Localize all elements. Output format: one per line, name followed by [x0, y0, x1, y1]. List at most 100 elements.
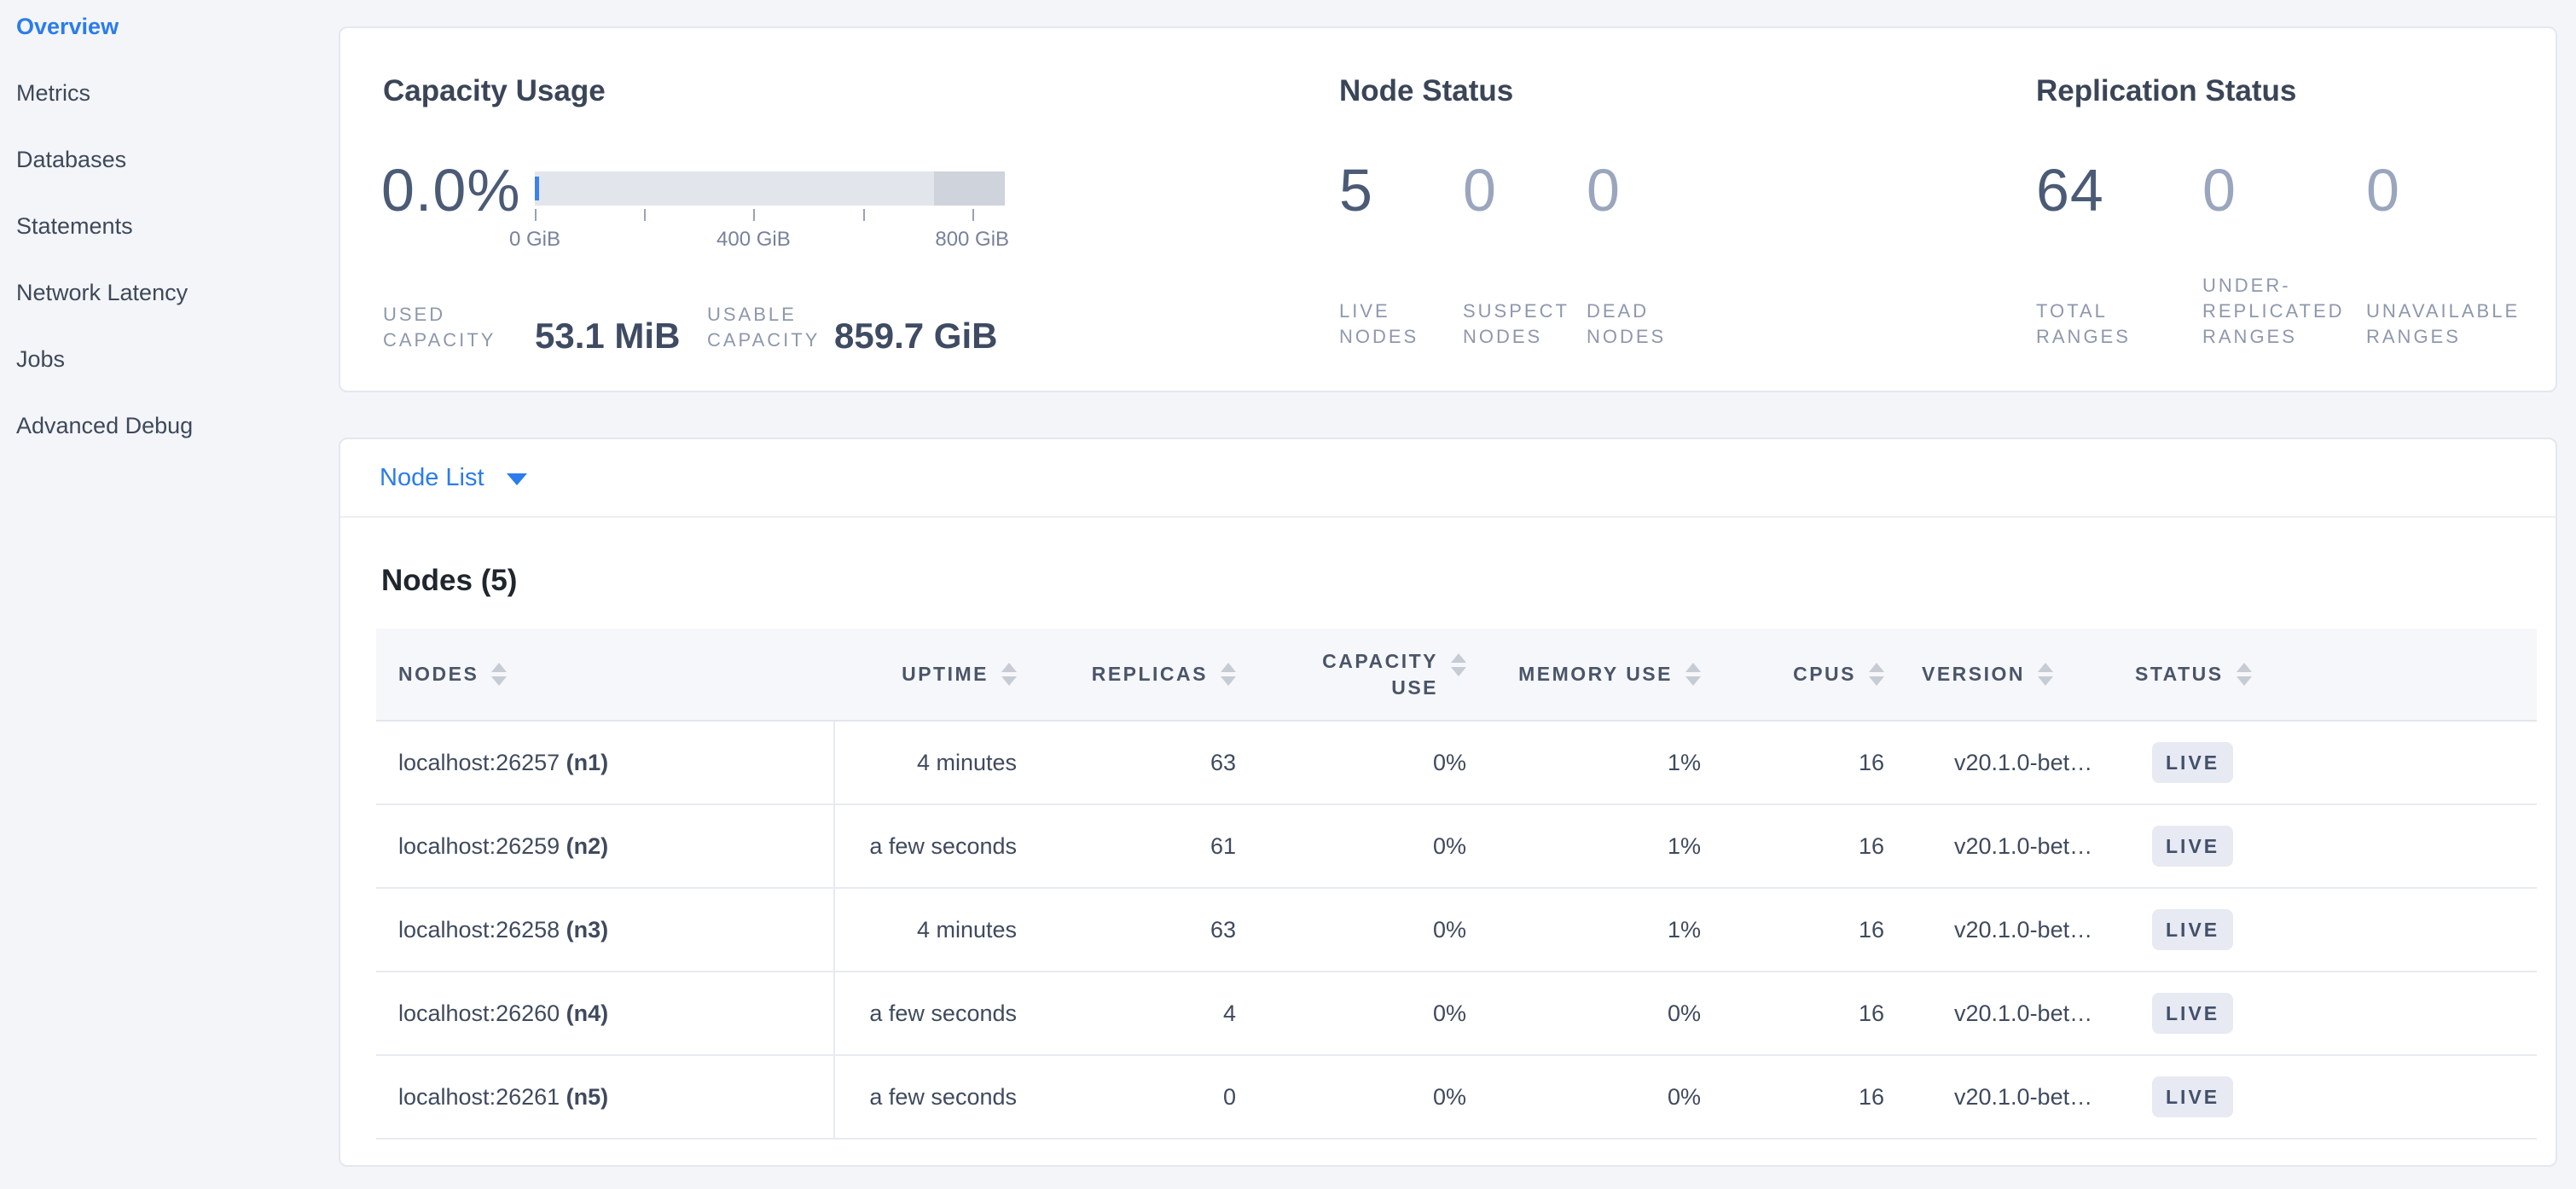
sidebar: Overview Metrics Databases Statements Ne… — [0, 0, 339, 1189]
status-cell: LIVE — [2113, 972, 2537, 1056]
table-row: localhost:26261 (n5) a few seconds 0 0% 0% 16… — [376, 1055, 2537, 1140]
gauge-tick — [862, 209, 865, 221]
sidebar-item-statements[interactable]: Statements — [16, 213, 133, 239]
replication-status-title: Replication Status — [2036, 74, 2297, 107]
nodes-card: Node List Nodes (5) NODES UPTIME REPLICAS C… — [339, 438, 2557, 1167]
nodes-table-body: localhost:26257 (n1) 4 minutes 63 0% 1% 16 v20… — [376, 721, 2537, 1140]
live-nodes-count: 5 — [1339, 157, 1373, 223]
node-status-title: Node Status — [1339, 74, 1514, 107]
sort-arrows-icon[interactable] — [1685, 663, 1701, 686]
capacity-use-cell: 0% — [1251, 888, 1482, 972]
column-header-label: VERSION — [1922, 663, 2026, 685]
column-header-cpus[interactable]: CPUS — [1716, 629, 1900, 722]
sidebar-item-overview[interactable]: Overview — [16, 14, 119, 39]
node-id: (n1) — [566, 749, 609, 775]
column-header-version[interactable]: VERSION — [1900, 629, 2113, 722]
gauge-tick — [535, 209, 537, 221]
node-link-cell[interactable]: localhost:26259 (n2) — [376, 804, 835, 889]
column-header-label: UPTIME — [902, 663, 989, 685]
gauge-tick — [644, 209, 647, 221]
uptime-cell: 4 minutes — [834, 721, 1032, 805]
sort-arrows-icon[interactable] — [1869, 663, 1884, 686]
status-cell: LIVE — [2113, 888, 2537, 972]
node-address: localhost:26257 — [398, 749, 566, 775]
status-cell: LIVE — [2113, 721, 2537, 805]
node-id: (n5) — [566, 1083, 609, 1110]
column-header-uptime[interactable]: UPTIME — [834, 629, 1032, 722]
cpus-cell: 16 — [1716, 804, 1900, 889]
usable-capacity-label: USABLE CAPACITY — [707, 304, 821, 351]
sort-arrows-icon[interactable] — [491, 663, 508, 686]
column-header-label: CPUS — [1793, 663, 1856, 685]
column-header-memory-use[interactable]: MEMORY USE — [1482, 629, 1716, 722]
column-header-label: STATUS — [2135, 663, 2224, 685]
node-address: localhost:26260 — [398, 1000, 566, 1026]
under-replicated-ranges-count: 0 — [2202, 157, 2237, 223]
cpus-cell: 16 — [1716, 888, 1900, 972]
capacity-use-cell: 0% — [1251, 804, 1482, 889]
node-link-cell[interactable]: localhost:26258 (n3) — [376, 888, 835, 972]
node-list-dropdown-label: Node List — [380, 463, 484, 491]
sort-arrows-icon[interactable] — [1001, 663, 1017, 686]
column-header-capacity-use[interactable]: CAPACITY USE — [1251, 629, 1482, 722]
version-cell: v20.1.0-bet… — [1900, 1055, 2113, 1140]
nodes-table-wrap: NODES UPTIME REPLICAS CAPACITY USE MEMORY US… — [376, 629, 2537, 1140]
nodes-heading: Nodes (5) — [381, 564, 518, 597]
gauge-tick-label: 400 GiB — [717, 228, 791, 251]
capacity-usage-percent: 0.0% — [381, 157, 521, 223]
node-id: (n4) — [566, 1000, 609, 1026]
memory-use-cell: 0% — [1482, 972, 1716, 1056]
usable-capacity-value: 859.7 GiB — [834, 316, 998, 356]
version-cell: v20.1.0-bet… — [1900, 804, 2113, 889]
table-header-row: NODES UPTIME REPLICAS CAPACITY USE MEMORY US… — [376, 629, 2537, 722]
sort-arrows-icon[interactable] — [2236, 663, 2252, 686]
table-row: localhost:26260 (n4) a few seconds 4 0% 0% 16… — [376, 972, 2537, 1056]
replicas-cell: 4 — [1032, 972, 1251, 1056]
column-header-label: CAPACITY USE — [1322, 649, 1438, 699]
replicas-cell: 63 — [1032, 721, 1251, 805]
status-cell: LIVE — [2113, 1055, 2537, 1140]
capacity-gauge-used-marker — [535, 177, 539, 200]
memory-use-cell: 1% — [1482, 721, 1716, 805]
replicas-cell: 61 — [1032, 804, 1251, 889]
capacity-use-cell: 0% — [1251, 1055, 1482, 1140]
gauge-tick-label: 800 GiB — [935, 228, 1010, 251]
sidebar-item-advanced-debug[interactable]: Advanced Debug — [16, 413, 194, 438]
column-header-nodes[interactable]: NODES — [376, 629, 834, 722]
nodes-table: NODES UPTIME REPLICAS CAPACITY USE MEMORY US… — [376, 629, 2537, 1140]
status-badge: LIVE — [2152, 742, 2234, 783]
sort-arrows-icon[interactable] — [2038, 663, 2054, 686]
total-ranges-count: 64 — [2036, 157, 2104, 223]
node-list-dropdown[interactable]: Node List — [340, 439, 2556, 518]
sidebar-item-jobs[interactable]: Jobs — [16, 346, 66, 372]
version-cell: v20.1.0-bet… — [1900, 721, 2113, 805]
sidebar-item-databases[interactable]: Databases — [16, 147, 127, 172]
cpus-cell: 16 — [1716, 1055, 1900, 1140]
status-badge: LIVE — [2152, 1076, 2234, 1117]
sort-arrows-icon[interactable] — [1221, 663, 1236, 686]
gauge-tick — [972, 209, 974, 221]
memory-use-cell: 1% — [1482, 888, 1716, 972]
used-capacity-stat: USED CAPACITY 53.1 MiB — [383, 302, 680, 356]
unavailable-ranges-count: 0 — [2366, 157, 2400, 223]
capacity-use-cell: 0% — [1251, 972, 1482, 1056]
sidebar-item-metrics[interactable]: Metrics — [16, 80, 90, 106]
sort-arrows-icon[interactable] — [1451, 652, 1466, 676]
capacity-gauge — [535, 171, 1005, 206]
node-address: localhost:26259 — [398, 832, 566, 859]
column-header-status[interactable]: STATUS — [2113, 629, 2537, 722]
version-cell: v20.1.0-bet… — [1900, 888, 2113, 972]
unavailable-ranges-label: UNAVAILABLE RANGES — [2366, 300, 2521, 347]
sidebar-item-network-latency[interactable]: Network Latency — [16, 280, 189, 305]
column-header-label: REPLICAS — [1091, 663, 1208, 685]
cluster-summary-card: Capacity Usage 0.0% 0 GiB 400 GiB 800 GiB … — [339, 26, 2557, 392]
replicas-cell: 63 — [1032, 888, 1251, 972]
column-header-replicas[interactable]: REPLICAS — [1032, 629, 1251, 722]
table-row: localhost:26258 (n3) 4 minutes 63 0% 1% 16 v20… — [376, 888, 2537, 972]
node-link-cell[interactable]: localhost:26257 (n1) — [376, 721, 835, 805]
node-link-cell[interactable]: localhost:26260 (n4) — [376, 972, 835, 1056]
status-cell: LIVE — [2113, 804, 2537, 889]
uptime-cell: 4 minutes — [834, 888, 1032, 972]
node-link-cell[interactable]: localhost:26261 (n5) — [376, 1055, 835, 1140]
